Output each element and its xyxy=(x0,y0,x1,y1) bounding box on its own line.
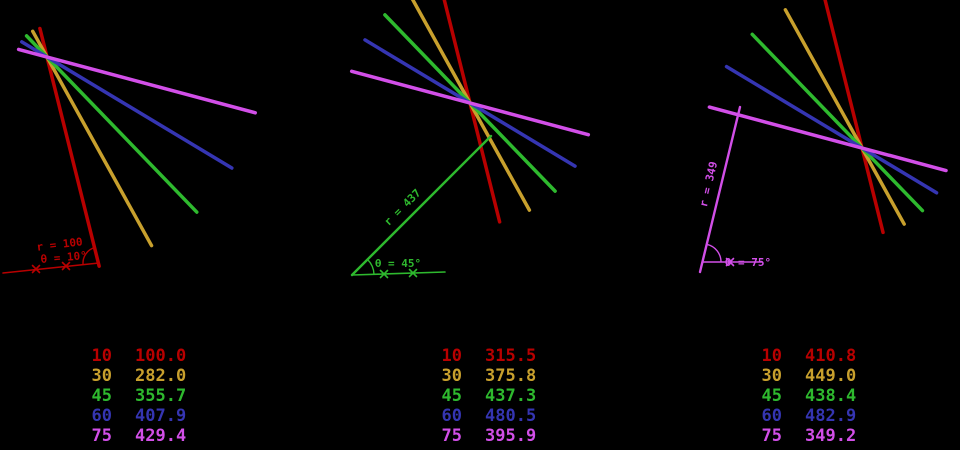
pencil-line-theta-45 xyxy=(750,32,925,213)
legend-theta-value: 45 xyxy=(761,386,782,406)
legend-theta-value: 30 xyxy=(91,366,112,386)
theta-label: θ = 75° xyxy=(725,256,771,269)
legend-panel-1: 10 100.0 30 282.0 45 355.7 60 407.9 75 429.4 xyxy=(86,346,187,446)
legend-row: 10 410.8 xyxy=(756,346,857,366)
annotation-segment xyxy=(350,134,493,277)
legend-theta-value: 10 xyxy=(91,346,112,366)
pencil-line-theta-75 xyxy=(707,105,948,173)
annotation-marker-icon xyxy=(379,269,389,279)
pencil-line-theta-45 xyxy=(24,34,199,214)
legend-theta-value: 45 xyxy=(91,386,112,406)
legend-r-value: 429.4 xyxy=(135,426,187,446)
annotation-baseline xyxy=(351,271,446,276)
legend-row: 60 480.5 xyxy=(436,406,537,426)
pencil-line-theta-60 xyxy=(724,64,939,195)
legend-r-value: 375.8 xyxy=(485,366,537,386)
annotation-marker-icon xyxy=(31,264,41,274)
panel-2: r = 437 θ = 45° xyxy=(349,0,591,279)
annotation-angle-arc xyxy=(367,258,375,275)
pencil-line-theta-75 xyxy=(16,47,258,115)
legend-r-value: 449.0 xyxy=(805,366,857,386)
legend-theta-value: 10 xyxy=(761,346,782,366)
legend-r-value: 349.2 xyxy=(805,426,857,446)
legend-row: 60 482.9 xyxy=(756,406,857,426)
pencil-line-theta-10 xyxy=(38,26,101,268)
pencil-line-theta-10 xyxy=(442,0,502,224)
legend-theta-value: 75 xyxy=(761,426,782,446)
legend-panel-2: 10 315.5 30 375.8 45 437.3 60 480.5 75 395.9 xyxy=(436,346,537,446)
legend-theta-value: 75 xyxy=(441,426,462,446)
legend-theta-value: 30 xyxy=(441,366,462,386)
legend-r-value: 438.4 xyxy=(805,386,857,406)
pencil-line-theta-75 xyxy=(349,69,591,137)
legend-r-value: 395.9 xyxy=(485,426,537,446)
legend-row: 10 100.0 xyxy=(86,346,187,366)
legend-row: 30 375.8 xyxy=(436,366,537,386)
pencil-line-theta-30 xyxy=(30,29,154,248)
theta-label: θ = 10° xyxy=(40,249,87,266)
legend-theta-value: 60 xyxy=(441,406,462,426)
legend-r-value: 482.9 xyxy=(805,406,857,426)
legend-row: 10 315.5 xyxy=(436,346,537,366)
legend-row: 75 395.9 xyxy=(436,426,537,446)
legend-r-value: 480.5 xyxy=(485,406,537,426)
legend-r-value: 410.8 xyxy=(805,346,857,366)
annotation-marker-icon xyxy=(725,257,735,267)
legend-panel-3: 10 410.8 30 449.0 45 438.4 60 482.9 75 349.2 xyxy=(756,346,857,446)
legend-r-value: 437.3 xyxy=(485,386,537,406)
theta-label: θ = 45° xyxy=(375,257,421,270)
pencil-line-theta-30 xyxy=(783,8,906,226)
legend-r-value: 100.0 xyxy=(135,346,187,366)
legend-r-value: 315.5 xyxy=(485,346,537,366)
legend-r-value: 282.0 xyxy=(135,366,187,386)
legend-theta-value: 45 xyxy=(441,386,462,406)
legend-row: 45 355.7 xyxy=(86,386,187,406)
legend-r-value: 355.7 xyxy=(135,386,187,406)
annotation-segment xyxy=(698,105,742,274)
legend-row: 75 429.4 xyxy=(86,426,187,446)
pencil-line-theta-10 xyxy=(823,0,885,235)
legend-theta-value: 30 xyxy=(761,366,782,386)
legend-theta-value: 60 xyxy=(761,406,782,426)
r-label: r = 437 xyxy=(382,187,424,229)
legend-row: 30 449.0 xyxy=(756,366,857,386)
annotation-panel-2: r = 437 θ = 45° xyxy=(350,134,493,279)
annotation-marker-icon xyxy=(61,261,71,271)
annotation-marker-icon xyxy=(408,268,418,278)
legend-row: 60 407.9 xyxy=(86,406,187,426)
annotation-angle-arc xyxy=(82,246,96,265)
legend-r-value: 407.9 xyxy=(135,406,187,426)
legend-row: 30 282.0 xyxy=(86,366,187,386)
legend-theta-value: 60 xyxy=(91,406,112,426)
legend-row: 45 438.4 xyxy=(756,386,857,406)
legend-theta-value: 10 xyxy=(441,346,462,366)
r-label: r = 100 xyxy=(36,235,84,254)
legend-row: 45 437.3 xyxy=(436,386,537,406)
annotation-angle-arc xyxy=(706,243,722,263)
legend-theta-value: 75 xyxy=(91,426,112,446)
legend-row: 75 349.2 xyxy=(756,426,857,446)
pencil-line-theta-60 xyxy=(20,40,234,170)
